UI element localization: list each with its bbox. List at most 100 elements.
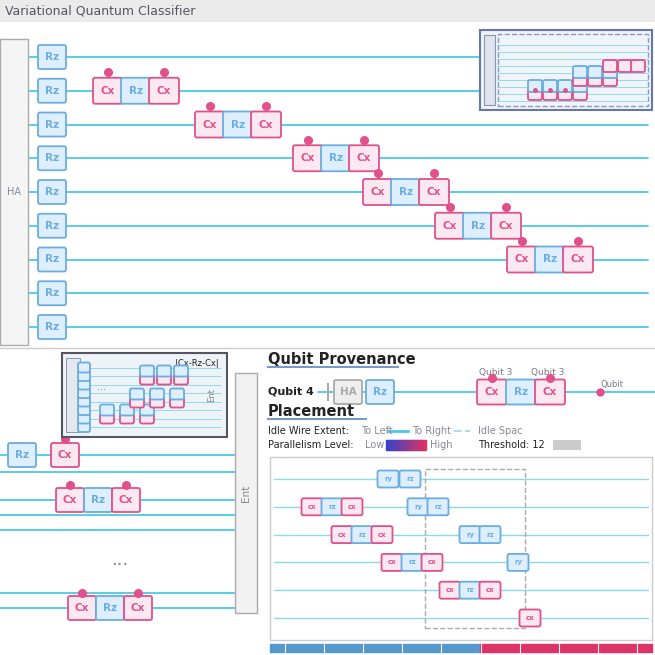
FancyBboxPatch shape — [331, 526, 352, 543]
FancyBboxPatch shape — [588, 74, 602, 86]
FancyBboxPatch shape — [121, 78, 151, 103]
Text: rz: rz — [434, 504, 442, 510]
Text: HA: HA — [7, 187, 21, 197]
FancyBboxPatch shape — [38, 248, 66, 272]
Text: Low: Low — [365, 440, 384, 450]
FancyBboxPatch shape — [491, 213, 521, 239]
Text: cx: cx — [445, 587, 455, 593]
Text: High: High — [430, 440, 453, 450]
Text: To Left: To Left — [361, 426, 393, 436]
Text: Cx: Cx — [485, 387, 499, 397]
Bar — [480, 30, 652, 110]
Text: Cx: Cx — [131, 603, 145, 613]
FancyBboxPatch shape — [391, 179, 421, 205]
FancyBboxPatch shape — [150, 388, 164, 400]
FancyBboxPatch shape — [528, 88, 542, 100]
Text: Rz: Rz — [45, 187, 59, 197]
FancyBboxPatch shape — [195, 111, 225, 138]
FancyBboxPatch shape — [38, 113, 66, 136]
FancyBboxPatch shape — [349, 145, 379, 171]
FancyBboxPatch shape — [251, 111, 281, 138]
FancyBboxPatch shape — [321, 145, 351, 171]
Text: Cx: Cx — [571, 255, 585, 265]
Text: Cx: Cx — [301, 153, 315, 163]
Text: Cx: Cx — [58, 450, 72, 460]
FancyBboxPatch shape — [174, 365, 188, 377]
Text: Ent: Ent — [208, 388, 217, 402]
Text: Cx: Cx — [515, 255, 529, 265]
FancyBboxPatch shape — [223, 111, 253, 138]
FancyBboxPatch shape — [603, 66, 617, 78]
FancyBboxPatch shape — [78, 379, 90, 390]
Bar — [0, 39, 28, 345]
FancyBboxPatch shape — [506, 379, 536, 405]
Text: Cx: Cx — [499, 221, 513, 231]
FancyBboxPatch shape — [38, 45, 66, 69]
FancyBboxPatch shape — [407, 498, 428, 515]
FancyBboxPatch shape — [479, 582, 500, 599]
FancyBboxPatch shape — [38, 79, 66, 103]
Text: To Right: To Right — [412, 426, 451, 436]
FancyBboxPatch shape — [535, 379, 565, 405]
Text: Cx: Cx — [75, 603, 89, 613]
Text: rz: rz — [408, 559, 416, 565]
FancyBboxPatch shape — [341, 498, 362, 515]
Text: Cx: Cx — [119, 495, 133, 505]
FancyBboxPatch shape — [603, 60, 617, 72]
FancyBboxPatch shape — [419, 179, 449, 205]
FancyBboxPatch shape — [631, 60, 645, 72]
Text: Rz: Rz — [45, 221, 59, 231]
Text: ...: ... — [111, 551, 128, 569]
Text: cx: cx — [428, 559, 436, 565]
FancyBboxPatch shape — [78, 388, 90, 398]
Text: ry: ry — [414, 504, 422, 510]
Text: Rz: Rz — [471, 221, 485, 231]
FancyBboxPatch shape — [440, 582, 460, 599]
Text: rz: rz — [406, 476, 414, 482]
Text: Cx: Cx — [371, 187, 385, 197]
Text: Qubit: Qubit — [601, 381, 624, 390]
Text: Rz: Rz — [45, 119, 59, 130]
Bar — [553, 440, 581, 450]
Text: Rz: Rz — [45, 153, 59, 163]
FancyBboxPatch shape — [435, 213, 465, 239]
FancyBboxPatch shape — [130, 396, 144, 407]
Text: Qubit 3: Qubit 3 — [531, 369, 565, 377]
Text: Cx: Cx — [427, 187, 441, 197]
FancyBboxPatch shape — [528, 80, 542, 92]
Text: Qubit 4: Qubit 4 — [268, 387, 314, 397]
FancyBboxPatch shape — [508, 554, 529, 571]
Text: ...: ... — [98, 382, 107, 392]
FancyBboxPatch shape — [120, 405, 134, 415]
FancyBboxPatch shape — [8, 443, 36, 467]
Text: Placement: Placement — [268, 405, 355, 419]
FancyBboxPatch shape — [130, 388, 144, 400]
FancyBboxPatch shape — [428, 498, 449, 515]
Bar — [270, 457, 652, 640]
FancyBboxPatch shape — [78, 405, 90, 415]
Text: rz: rz — [466, 587, 474, 593]
Bar — [498, 34, 648, 106]
Text: Cx: Cx — [443, 221, 457, 231]
Text: cx: cx — [308, 504, 316, 510]
FancyBboxPatch shape — [377, 470, 398, 487]
Text: Variational Quantum Classifier: Variational Quantum Classifier — [5, 5, 195, 18]
Text: Rz: Rz — [45, 322, 59, 332]
FancyBboxPatch shape — [38, 146, 66, 170]
FancyBboxPatch shape — [543, 88, 557, 100]
Bar — [62, 353, 227, 437]
Text: cx: cx — [378, 532, 386, 538]
Text: ry: ry — [514, 559, 522, 565]
FancyBboxPatch shape — [140, 373, 154, 384]
FancyBboxPatch shape — [112, 488, 140, 512]
Bar — [235, 373, 257, 613]
Text: Rz: Rz — [373, 387, 387, 397]
FancyBboxPatch shape — [477, 379, 507, 405]
Text: Rz: Rz — [91, 495, 105, 505]
FancyBboxPatch shape — [157, 373, 171, 384]
FancyBboxPatch shape — [78, 422, 90, 432]
FancyBboxPatch shape — [573, 80, 587, 92]
Text: Rz: Rz — [543, 255, 557, 265]
Text: Rz: Rz — [231, 119, 245, 130]
FancyBboxPatch shape — [558, 88, 572, 100]
